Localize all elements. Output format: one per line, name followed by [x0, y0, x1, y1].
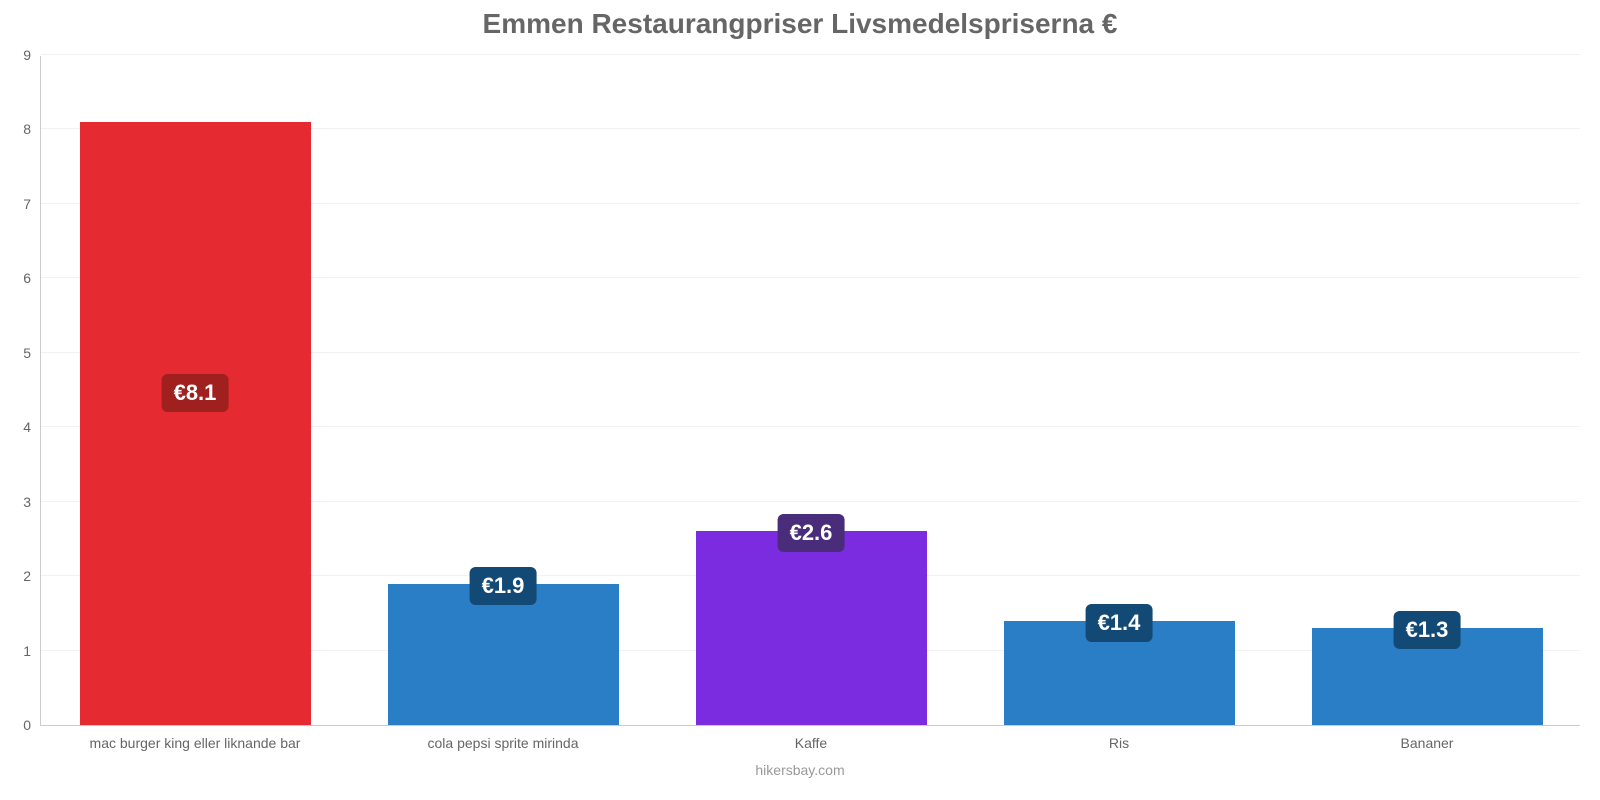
plot-area: 0123456789mac burger king eller liknande…: [40, 56, 1580, 726]
y-tick: 4: [23, 419, 41, 435]
x-label: cola pepsi sprite mirinda: [428, 725, 579, 751]
grid-line: [41, 54, 1580, 55]
bar: [696, 531, 927, 725]
value-label: €1.4: [1086, 604, 1153, 642]
y-tick: 5: [23, 345, 41, 361]
bar: [80, 122, 311, 725]
price-bar-chart: Emmen Restaurangpriser Livsmedelsprisern…: [0, 0, 1600, 800]
value-label: €1.3: [1394, 611, 1461, 649]
chart-footer: hikersbay.com: [0, 762, 1600, 778]
y-tick: 9: [23, 47, 41, 63]
x-label: Kaffe: [795, 725, 827, 751]
bar: [388, 584, 619, 725]
y-tick: 7: [23, 196, 41, 212]
value-label: €2.6: [778, 514, 845, 552]
y-tick: 1: [23, 643, 41, 659]
x-label: Bananer: [1401, 725, 1454, 751]
x-label: mac burger king eller liknande bar: [90, 725, 301, 751]
y-tick: 8: [23, 121, 41, 137]
y-tick: 6: [23, 270, 41, 286]
value-label: €1.9: [470, 567, 537, 605]
y-tick: 0: [23, 717, 41, 733]
chart-title: Emmen Restaurangpriser Livsmedelsprisern…: [0, 8, 1600, 40]
x-label: Ris: [1109, 725, 1129, 751]
y-tick: 2: [23, 568, 41, 584]
value-label: €8.1: [162, 374, 229, 412]
y-tick: 3: [23, 494, 41, 510]
